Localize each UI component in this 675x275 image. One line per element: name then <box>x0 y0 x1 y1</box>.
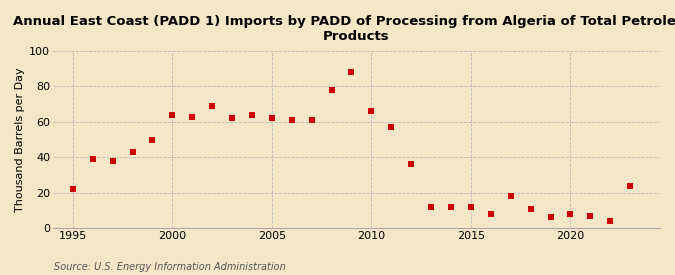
Point <box>68 187 78 191</box>
Point <box>446 205 456 209</box>
Point <box>107 159 118 163</box>
Point <box>605 219 616 223</box>
Point <box>127 150 138 154</box>
Point <box>466 205 477 209</box>
Point <box>585 213 596 218</box>
Y-axis label: Thousand Barrels per Day: Thousand Barrels per Day <box>15 67 25 212</box>
Point <box>227 116 238 120</box>
Point <box>565 212 576 216</box>
Point <box>386 125 397 129</box>
Point <box>426 205 437 209</box>
Point <box>346 70 357 75</box>
Point <box>545 215 556 219</box>
Point <box>187 114 198 119</box>
Text: Source: U.S. Energy Information Administration: Source: U.S. Energy Information Administ… <box>54 262 286 272</box>
Title: Annual East Coast (PADD 1) Imports by PADD of Processing from Algeria of Total P: Annual East Coast (PADD 1) Imports by PA… <box>14 15 675 43</box>
Point <box>625 183 636 188</box>
Point <box>306 118 317 122</box>
Point <box>366 109 377 114</box>
Point <box>506 194 516 198</box>
Point <box>87 157 98 161</box>
Point <box>267 116 277 120</box>
Point <box>406 162 416 166</box>
Point <box>147 137 158 142</box>
Point <box>485 212 496 216</box>
Point <box>246 112 257 117</box>
Point <box>286 118 297 122</box>
Point <box>207 104 217 108</box>
Point <box>167 112 178 117</box>
Point <box>525 206 536 211</box>
Point <box>326 88 337 92</box>
